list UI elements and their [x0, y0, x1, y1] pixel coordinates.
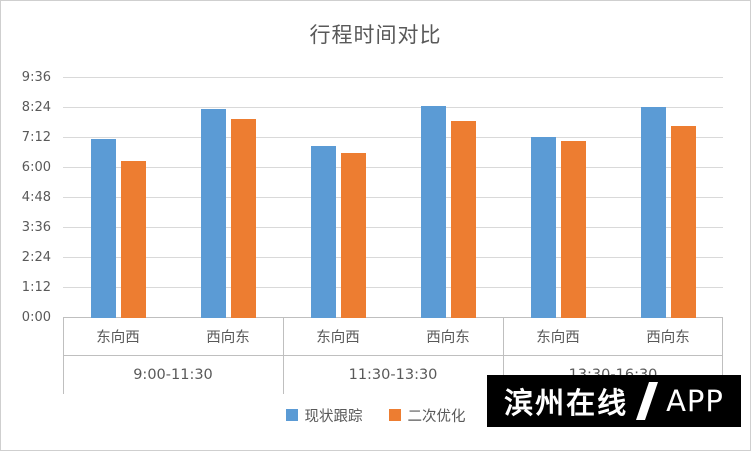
gridline [63, 257, 723, 258]
category-axis: 东向西 西向东 东向西 西向东 东向西 西向东 [63, 318, 723, 356]
gridline [63, 227, 723, 228]
y-axis-tick-label: 0:00 [21, 310, 51, 325]
y-axis-tick-label: 3:36 [21, 220, 51, 235]
gridline [63, 107, 723, 108]
y-axis-tick-label: 8:24 [21, 100, 51, 115]
plot-area [63, 77, 723, 318]
legend-item-series2: 二次优化 [388, 405, 466, 426]
legend-swatch-orange [388, 409, 401, 421]
y-axis-tick-label: 6:00 [21, 160, 51, 175]
bar-现状跟踪 [90, 138, 116, 318]
watermark: 滨州在线 APP [487, 375, 741, 427]
y-axis-tick-label: 2:24 [21, 250, 51, 265]
gridline [63, 137, 723, 138]
category-label: 西向东 [206, 330, 250, 346]
group-label: 11:30-13:30 [348, 367, 438, 383]
legend: 现状跟踪 二次优化 [1, 403, 750, 427]
watermark-app-text: APP [666, 384, 724, 418]
category-slot [283, 78, 393, 318]
bar-现状跟踪 [640, 107, 666, 318]
group-label: 9:00-11:30 [133, 367, 213, 383]
y-axis-tick-label: 4:48 [21, 190, 51, 205]
y-axis-tick-label: 1:12 [21, 280, 51, 295]
category-slot [173, 78, 283, 318]
bar-二次优化 [560, 140, 586, 318]
category-slot [393, 78, 503, 318]
gridline [63, 167, 723, 168]
chart-title: 行程时间对比 [309, 23, 442, 47]
watermark-brand-text: 滨州在线 [504, 386, 629, 420]
bar-二次优化 [450, 120, 476, 318]
gridline [63, 197, 723, 198]
gridline [63, 77, 723, 78]
category-slot [613, 78, 723, 318]
category-label: 东向西 [536, 330, 580, 346]
bar-二次优化 [340, 153, 366, 318]
y-axis: 0:00 1:12 2:24 3:36 4:48 6:00 7:12 8:24 9:36 [1, 70, 55, 325]
category-slot [63, 78, 173, 318]
gridline [63, 287, 723, 288]
bar-二次优化 [120, 160, 146, 318]
category-label: 东向西 [96, 330, 140, 346]
slash-icon [636, 382, 659, 420]
legend-label: 二次优化 [407, 408, 466, 425]
bar-现状跟踪 [310, 145, 336, 318]
bar-二次优化 [230, 119, 256, 318]
category-label: 东向西 [316, 330, 360, 346]
legend-label: 现状跟踪 [304, 408, 363, 425]
bar-现状跟踪 [530, 137, 556, 318]
x-axis-line [63, 317, 723, 318]
y-axis-tick-label: 9:36 [21, 70, 51, 85]
category-label: 西向东 [646, 330, 690, 346]
legend-swatch-blue [285, 409, 298, 421]
y-axis-tick-label: 7:12 [21, 130, 51, 145]
bar-二次优化 [670, 126, 696, 318]
bar-现状跟踪 [200, 108, 226, 318]
category-slot [503, 78, 613, 318]
bars-container [63, 78, 723, 318]
bar-现状跟踪 [420, 105, 446, 318]
legend-item-series1: 现状跟踪 [285, 405, 363, 426]
category-label: 西向东 [426, 330, 470, 346]
